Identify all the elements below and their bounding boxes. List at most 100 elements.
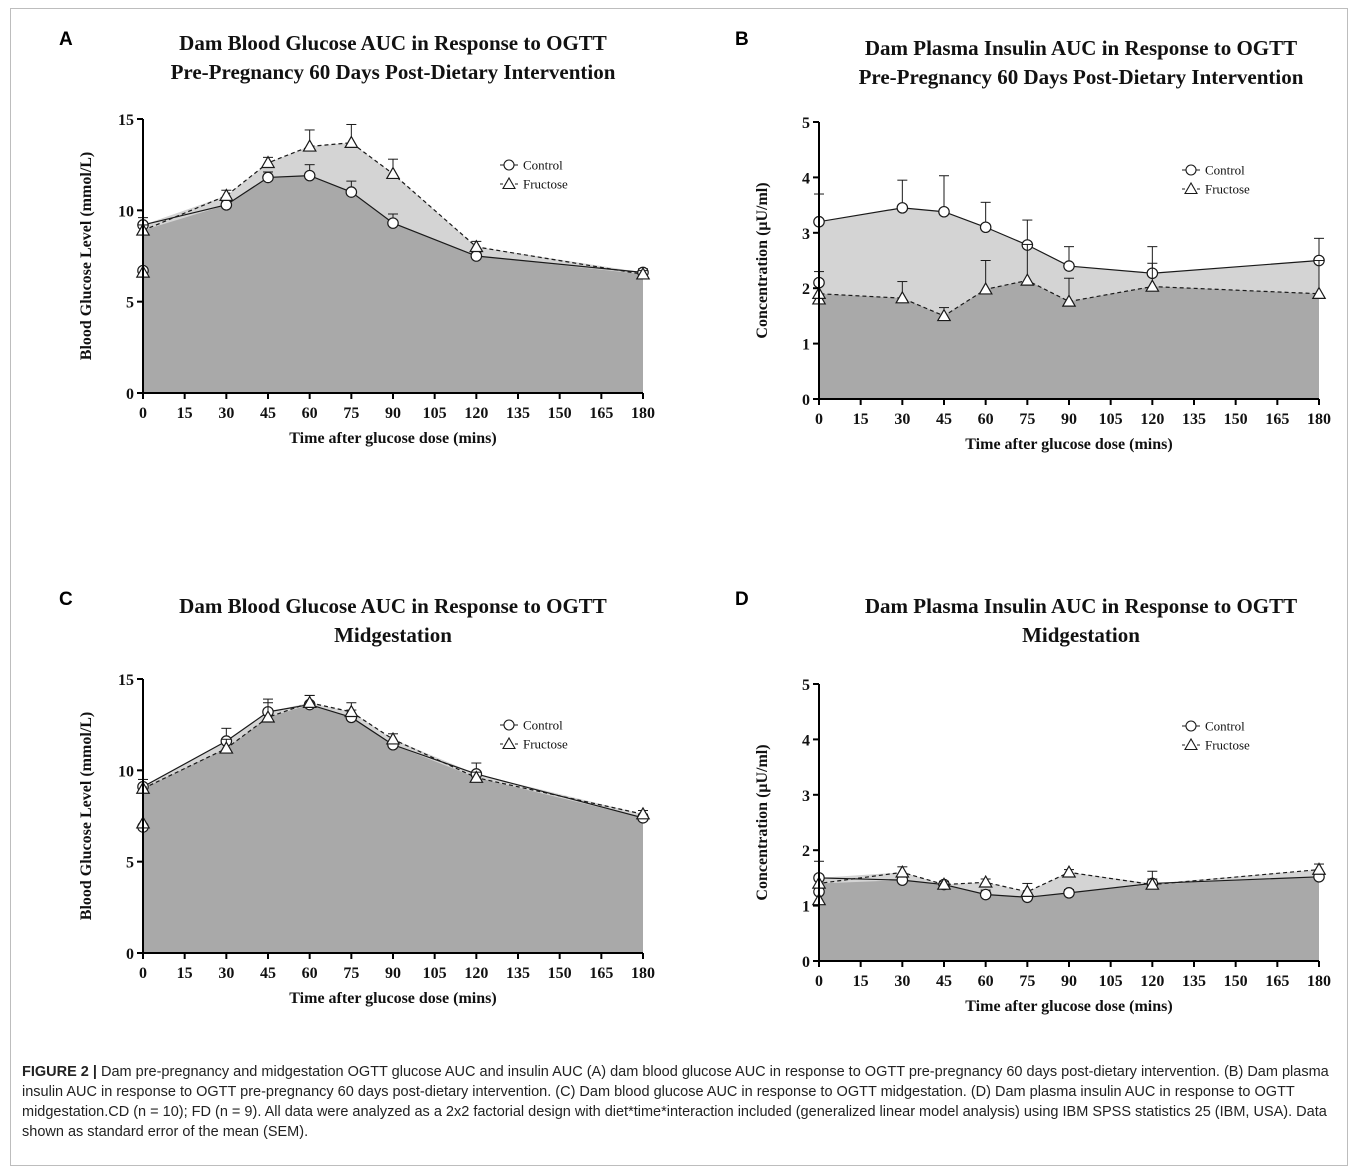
data-point-circle [896,202,909,214]
data-point-circle [220,199,233,211]
x-tick-label: 120 [1140,411,1164,428]
x-tick-label: 120 [464,965,488,982]
chart-title-line: Pre-Pregnancy 60 Days Post-Dietary Inter… [171,60,616,84]
y-tick-label: 4 [802,170,810,187]
chart-panel-b: B Dam Plasma Insulin AUC in Response to O… [735,29,1331,453]
x-tick-label: 60 [302,405,318,422]
chart-title-line: Dam Plasma Insulin AUC in Response to OG… [865,36,1297,60]
y-axis-label: Concentration (μU/ml) [754,744,771,900]
chart-title-line: Pre-Pregnancy 60 Days Post-Dietary Inter… [859,65,1304,89]
data-point-triangle [469,239,484,253]
chart-panel-c: C Dam Blood Glucose AUC in Response to OG… [59,589,655,1007]
x-tick-label: 15 [177,405,193,422]
x-tick-label: 75 [1019,411,1035,428]
y-tick-label: 15 [118,112,134,129]
panel-letter: D [735,589,749,610]
data-point-triangle [344,704,359,718]
data-point-triangle [1311,862,1327,875]
data-point-triangle [385,731,401,745]
data-point-circle [979,221,992,234]
chart-panel-d: D Dam Plasma Insulin AUC in Response to O… [735,589,1331,1015]
series-line-fructose [142,702,644,824]
legend-circle-marker [503,719,515,731]
x-tick-label: 45 [936,411,952,428]
x-tick-label: 15 [853,973,869,990]
legend-circle-marker [1185,164,1197,176]
figure-caption: FIGURE 2 | Dam pre-pregnancy and midgest… [22,1062,1340,1142]
y-tick-label: 5 [126,295,134,312]
area-lower-envelope [819,280,1319,399]
data-point-triangle [895,864,910,878]
y-tick-label: 1 [802,899,810,916]
data-point-triangle [219,188,234,201]
legend-item-control: Control [500,158,563,173]
series-control [813,175,1325,289]
y-axis-label: Blood Glucose Level (mmol/L) [78,712,95,920]
y-axis-label: Concentration (μU/ml) [754,182,771,338]
legend-item-fructose: Fructose [1182,182,1250,197]
x-tick-label: 135 [1182,411,1206,428]
caption-label: FIGURE 2 | [22,1064,97,1080]
y-tick-label: 3 [802,226,810,243]
data-point-triangle [302,138,317,152]
x-tick-label: 135 [506,405,530,422]
x-tick-label: 105 [1099,411,1123,428]
data-point-circle [387,217,399,229]
x-tick-label: 45 [260,405,276,422]
data-point-triangle [1020,884,1035,897]
y-tick-label: 1 [802,337,810,354]
legend-circle-marker [503,159,515,171]
x-tick-label: 150 [548,965,572,982]
x-tick-label: 180 [631,965,655,982]
y-tick-label: 3 [802,788,810,805]
x-tick-label: 180 [1307,973,1331,990]
y-tick-label: 15 [118,672,134,689]
data-point-triangle [635,806,651,820]
data-point-circle [1063,260,1075,272]
legend-circle-marker [1185,720,1197,732]
panel-letter: C [59,589,73,610]
y-tick-label: 5 [126,855,134,872]
data-point-triangle [635,266,651,280]
data-point-triangle [469,770,484,783]
legend-label: Fructose [1205,182,1250,197]
data-point-triangle [302,695,317,708]
x-tick-label: 165 [1265,411,1289,428]
data-point-circle [303,169,316,182]
series-line-fructose [142,142,644,275]
y-tick-label: 4 [802,732,810,749]
legend-label: Fructose [523,177,568,192]
chart-title-line: Midgestation [334,623,452,647]
x-axis-label: Time after glucose dose (mins) [289,990,496,1007]
x-tick-label: 165 [589,405,613,422]
x-tick-label: 105 [423,965,447,982]
data-point-triangle [260,155,276,169]
data-point-circle [938,205,950,218]
y-tick-label: 2 [802,281,810,298]
x-tick-label: 165 [1265,973,1289,990]
data-point-triangle [936,308,952,322]
y-tick-label: 5 [802,677,810,694]
x-tick-label: 120 [464,405,488,422]
x-tick-label: 90 [385,965,401,982]
data-point-triangle [895,290,910,304]
x-tick-label: 150 [1224,973,1248,990]
x-axis-label: Time after glucose dose (mins) [289,430,496,447]
area-lower-envelope [143,704,643,953]
data-point-circle [470,250,483,262]
x-tick-label: 135 [1182,973,1206,990]
x-tick-label: 75 [343,965,359,982]
data-point-triangle [1145,877,1160,890]
legend-item-fructose: Fructose [1182,738,1250,753]
y-tick-label: 0 [802,954,810,971]
data-point-triangle [978,874,993,888]
caption-text: Dam pre-pregnancy and midgestation OGTT … [22,1064,1329,1140]
x-tick-label: 30 [218,965,234,982]
x-tick-label: 30 [894,411,910,428]
series-fructose [811,243,1327,322]
x-tick-label: 0 [815,411,823,428]
x-tick-label: 180 [631,405,655,422]
x-tick-label: 15 [177,965,193,982]
data-point-triangle [260,709,276,723]
data-point-triangle [1061,864,1077,878]
